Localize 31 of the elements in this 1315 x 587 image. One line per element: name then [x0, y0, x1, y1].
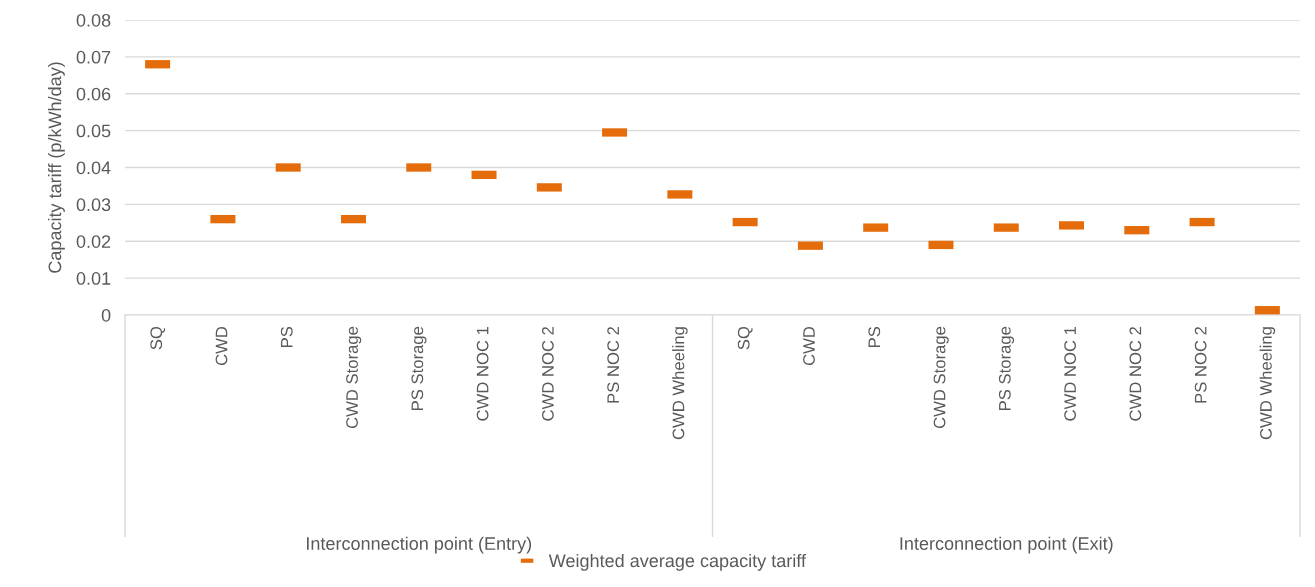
x-tick-label: PS [868, 326, 881, 347]
y-tick-label: 0.08 [76, 13, 111, 27]
x-tick-label: CWD [215, 326, 228, 366]
x-tick-label: CWD NOC 2 [541, 326, 554, 421]
x-tick-label: CWD Storage [933, 326, 949, 429]
x-tick-label: PS NOC 2 [1194, 326, 1207, 403]
x-tick-label: CWD [803, 326, 815, 366]
text: Interconnection point (Exit) [900, 536, 1113, 554]
y-tick-label: 0.04 [76, 161, 111, 175]
x-tick-label: CWD NOC 2 [1129, 326, 1142, 421]
y-axis-title: Capacity tariff (p/kWh/day) [48, 62, 65, 273]
y-tick-label: 0.05 [76, 124, 111, 138]
x-tick-label: PS Storage [998, 326, 1015, 410]
x-tick-label: PS NOC 2 [607, 326, 620, 403]
y-tick-label: 0.03 [76, 198, 111, 212]
text: Interconnection point (Entry) [307, 536, 532, 554]
x-tick-label: PS [280, 326, 293, 347]
x-tick-label: SQ [737, 326, 753, 350]
y-tick-label: 0.02 [76, 235, 111, 248]
x-tick-label: SQ [150, 326, 166, 350]
legend-label: Weighted average capacity tariff [548, 553, 807, 571]
x-tick-label: CWD Wheeling [672, 327, 688, 440]
y-tick-label: 0.06 [76, 87, 111, 101]
x-tick-label: CWD Wheeling [1259, 327, 1276, 440]
y-tick-label: 0.07 [76, 50, 111, 64]
x-tick-label: PS Storage [411, 326, 427, 410]
y-tick-label: 0.01 [76, 272, 111, 285]
y-tick-label: 0 [101, 308, 111, 322]
x-tick-label: CWD NOC 1 [1064, 326, 1076, 421]
x-tick-label: CWD Storage [346, 326, 362, 429]
x-tick-label: CWD NOC 1 [476, 326, 489, 421]
